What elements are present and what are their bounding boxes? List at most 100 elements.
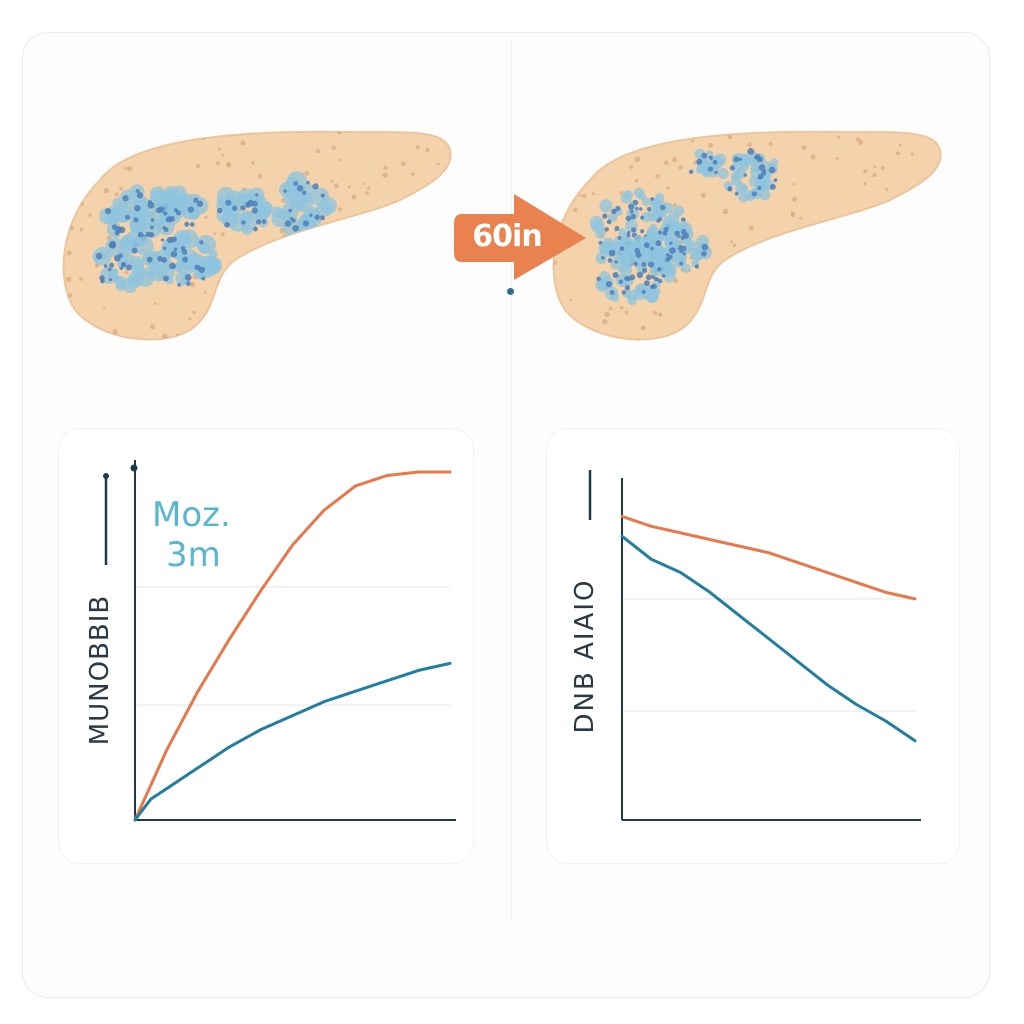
organ-speckle (284, 283, 290, 289)
organ-speckle (872, 172, 877, 178)
organ-speckle (348, 325, 351, 328)
organ-speckle (415, 145, 420, 150)
cluster-dot (617, 235, 622, 240)
organ-speckle (758, 331, 764, 336)
organ-speckle (203, 291, 207, 294)
organ-speckle (554, 295, 558, 299)
cluster-dot (173, 247, 178, 251)
organ-speckle (422, 302, 425, 305)
cluster-dot (312, 183, 319, 190)
organ-speckle (195, 163, 201, 169)
organ-speckle (382, 343, 385, 346)
cluster-dot (289, 216, 294, 221)
cluster-dot (145, 231, 151, 237)
cluster-blob (136, 212, 146, 222)
organ-speckle (230, 126, 233, 129)
cluster-dot (225, 199, 232, 206)
cluster-dot (758, 173, 764, 180)
organ-speckle (893, 120, 897, 123)
cluster-dot (662, 230, 668, 236)
cluster-blob (591, 219, 605, 234)
organ-speckle (732, 326, 737, 331)
cluster-dot (240, 205, 246, 211)
organ-speckle (655, 174, 660, 179)
cluster-dot (605, 281, 613, 288)
organ-speckle (857, 139, 864, 145)
cluster-dot (641, 262, 647, 268)
organ-speckle (608, 306, 613, 311)
organ-speckle (382, 292, 388, 298)
cluster-dot (182, 256, 189, 263)
cluster-dot (611, 208, 617, 215)
cluster-dot (751, 191, 757, 197)
organ-speckle (66, 250, 72, 256)
cluster-blob (157, 214, 168, 225)
organ-speckle (213, 300, 220, 306)
organ-speckle (93, 171, 100, 177)
cluster-dot (121, 262, 127, 268)
organ-speckle (119, 186, 123, 191)
cluster-dot (665, 253, 670, 257)
organ-speckle (60, 148, 62, 152)
chart-panel-right (546, 428, 960, 864)
cluster-dot (756, 156, 764, 163)
organ-speckle (443, 294, 449, 300)
cluster-dot (184, 274, 192, 281)
organ-speckle (878, 303, 884, 309)
organ-speckle (67, 293, 73, 298)
organ-speckle (931, 311, 937, 316)
organ-speckle (792, 182, 796, 186)
organ-speckle (809, 277, 813, 282)
organ-speckle (837, 135, 841, 139)
cluster-dot (635, 207, 639, 211)
cluster-dot (654, 277, 658, 281)
organ-speckle (97, 131, 103, 133)
organ-speckle (672, 203, 677, 207)
cluster-dot (194, 264, 201, 271)
organ-speckle (440, 299, 444, 303)
cluster-dot (602, 213, 608, 219)
cluster-blob (731, 171, 741, 181)
cluster-blob (112, 198, 122, 208)
organ-speckle (737, 338, 741, 340)
cluster-blob (717, 168, 729, 180)
organ-speckle (553, 260, 558, 266)
cluster-dot (612, 271, 619, 279)
cluster-dot (256, 219, 262, 225)
organ-speckle (591, 191, 596, 196)
organ-speckle (393, 318, 396, 322)
cluster-dot (155, 207, 162, 214)
organ-speckle (215, 160, 221, 166)
y-axis-label-left-text: MUNOBBIB (85, 594, 115, 746)
cluster-dot (309, 213, 313, 217)
organ-speckle (895, 151, 900, 156)
cluster-dot (301, 190, 307, 196)
cluster-dot (641, 289, 646, 294)
organ-speckle (863, 169, 868, 174)
cluster-dot (701, 251, 707, 257)
organ-speckle (933, 322, 938, 327)
organ-speckle (831, 344, 835, 348)
cluster-dot (629, 209, 634, 214)
cluster-blob (228, 214, 247, 232)
cluster-dot (314, 214, 320, 220)
organ-speckle (308, 121, 313, 126)
organ-speckle (133, 341, 137, 345)
cluster-blob (129, 256, 145, 271)
organ-speckle (333, 265, 338, 271)
organ-speckle (828, 342, 833, 347)
cluster-blob (316, 200, 333, 217)
cluster-blob (293, 198, 306, 211)
organ-speckle (331, 145, 336, 150)
cluster-dot (118, 226, 126, 234)
organ-speckle (436, 162, 440, 166)
organ-speckle (150, 324, 156, 330)
organ-speckle (841, 315, 848, 321)
cluster-blob (695, 165, 705, 174)
organ-speckle (456, 168, 460, 172)
organ-speckle (937, 344, 942, 349)
organ-speckle (373, 284, 379, 290)
organ-speckle (365, 191, 370, 196)
cluster-dot (168, 215, 175, 222)
organ-speckle (634, 178, 639, 183)
